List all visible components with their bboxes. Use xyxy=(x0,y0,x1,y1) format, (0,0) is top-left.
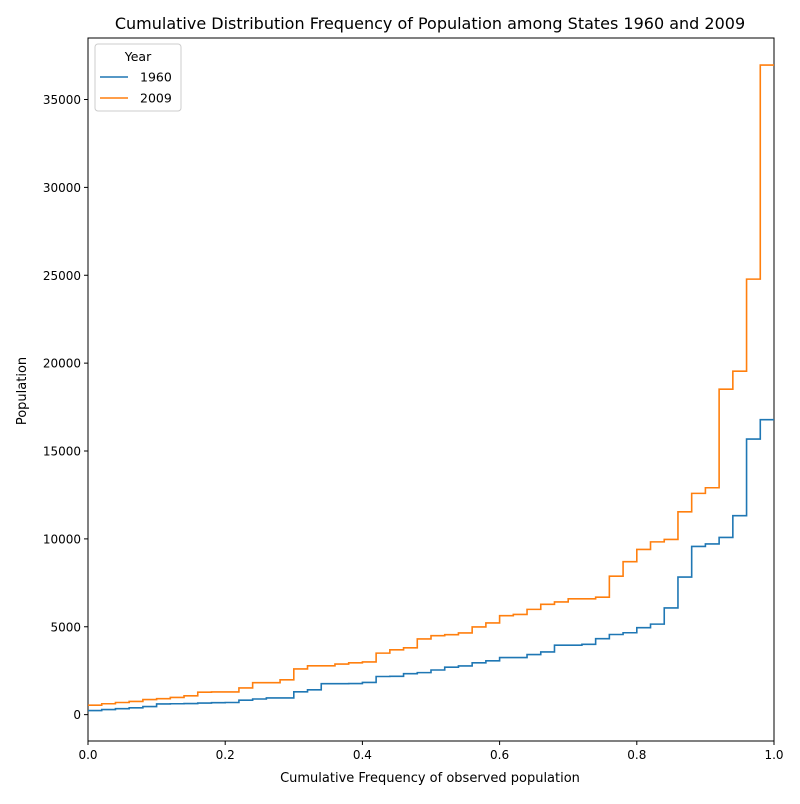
x-tick-label: 0.0 xyxy=(78,748,97,762)
series-line-2009 xyxy=(88,64,774,706)
y-tick-label: 0 xyxy=(73,708,81,722)
x-tick-label: 1.0 xyxy=(764,748,783,762)
legend-box xyxy=(94,43,182,112)
y-axis: 0 5000 10000 15000 20000 25000 30000 35000 xyxy=(43,93,88,722)
series-lines xyxy=(88,64,774,712)
x-tick-label: 0.6 xyxy=(490,748,509,762)
x-axis: 0.0 0.2 0.4 0.6 0.8 1.0 xyxy=(78,741,784,762)
legend-label-2009: 2009 xyxy=(140,91,172,106)
y-tick-label: 20000 xyxy=(43,357,81,371)
x-axis-label: Cumulative Frequency of observed populat… xyxy=(280,771,580,786)
legend-label-1960: 1960 xyxy=(140,70,172,85)
y-tick-label: 35000 xyxy=(43,93,81,107)
y-tick-label: 30000 xyxy=(43,181,81,195)
series-line-1960 xyxy=(88,418,774,712)
x-tick-label: 0.8 xyxy=(627,748,646,762)
y-tick-label: 5000 xyxy=(50,620,81,634)
legend-title: Year xyxy=(124,49,152,64)
x-tick-label: 0.2 xyxy=(216,748,235,762)
chart-title: Cumulative Distribution Frequency of Pop… xyxy=(115,14,745,33)
y-axis-label: Population xyxy=(15,357,30,425)
y-tick-label: 10000 xyxy=(43,532,81,546)
x-tick-label: 0.4 xyxy=(353,748,372,762)
plot-frame xyxy=(87,37,775,742)
legend: Year 1960 2009 xyxy=(94,43,182,112)
y-tick-label: 15000 xyxy=(43,445,81,459)
y-tick-label: 25000 xyxy=(43,269,81,283)
